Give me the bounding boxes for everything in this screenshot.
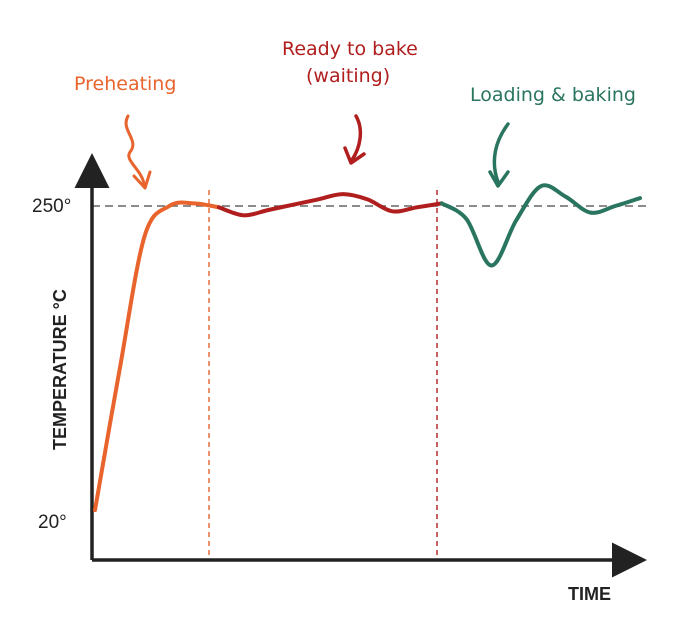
annotation-ready-line-1: Ready to bake (282, 38, 418, 60)
y-tick-20: 20° (38, 512, 67, 533)
series-preheating-line (93, 200, 221, 512)
annotation-arrow-preheating (124, 114, 146, 186)
y-tick-250: 250° (32, 196, 71, 217)
annotation-baking: Loading & baking (470, 84, 636, 106)
annotation-arrow-baking (492, 122, 510, 184)
annotation-arrow-ready (350, 114, 363, 162)
annotation-ready-line-2: (waiting) (306, 65, 390, 87)
annotation-arrowhead-ready (343, 146, 366, 165)
x-axis-title: TIME (568, 584, 611, 604)
annotation-preheating: Preheating (74, 73, 176, 95)
series-baking-line (439, 183, 642, 268)
annotation-arrowhead-preheating (132, 170, 152, 190)
annotation-arrowhead-baking (488, 170, 510, 188)
y-axis-title: TEMPERATURE °C (50, 289, 70, 450)
series-ready-line (216, 192, 444, 218)
